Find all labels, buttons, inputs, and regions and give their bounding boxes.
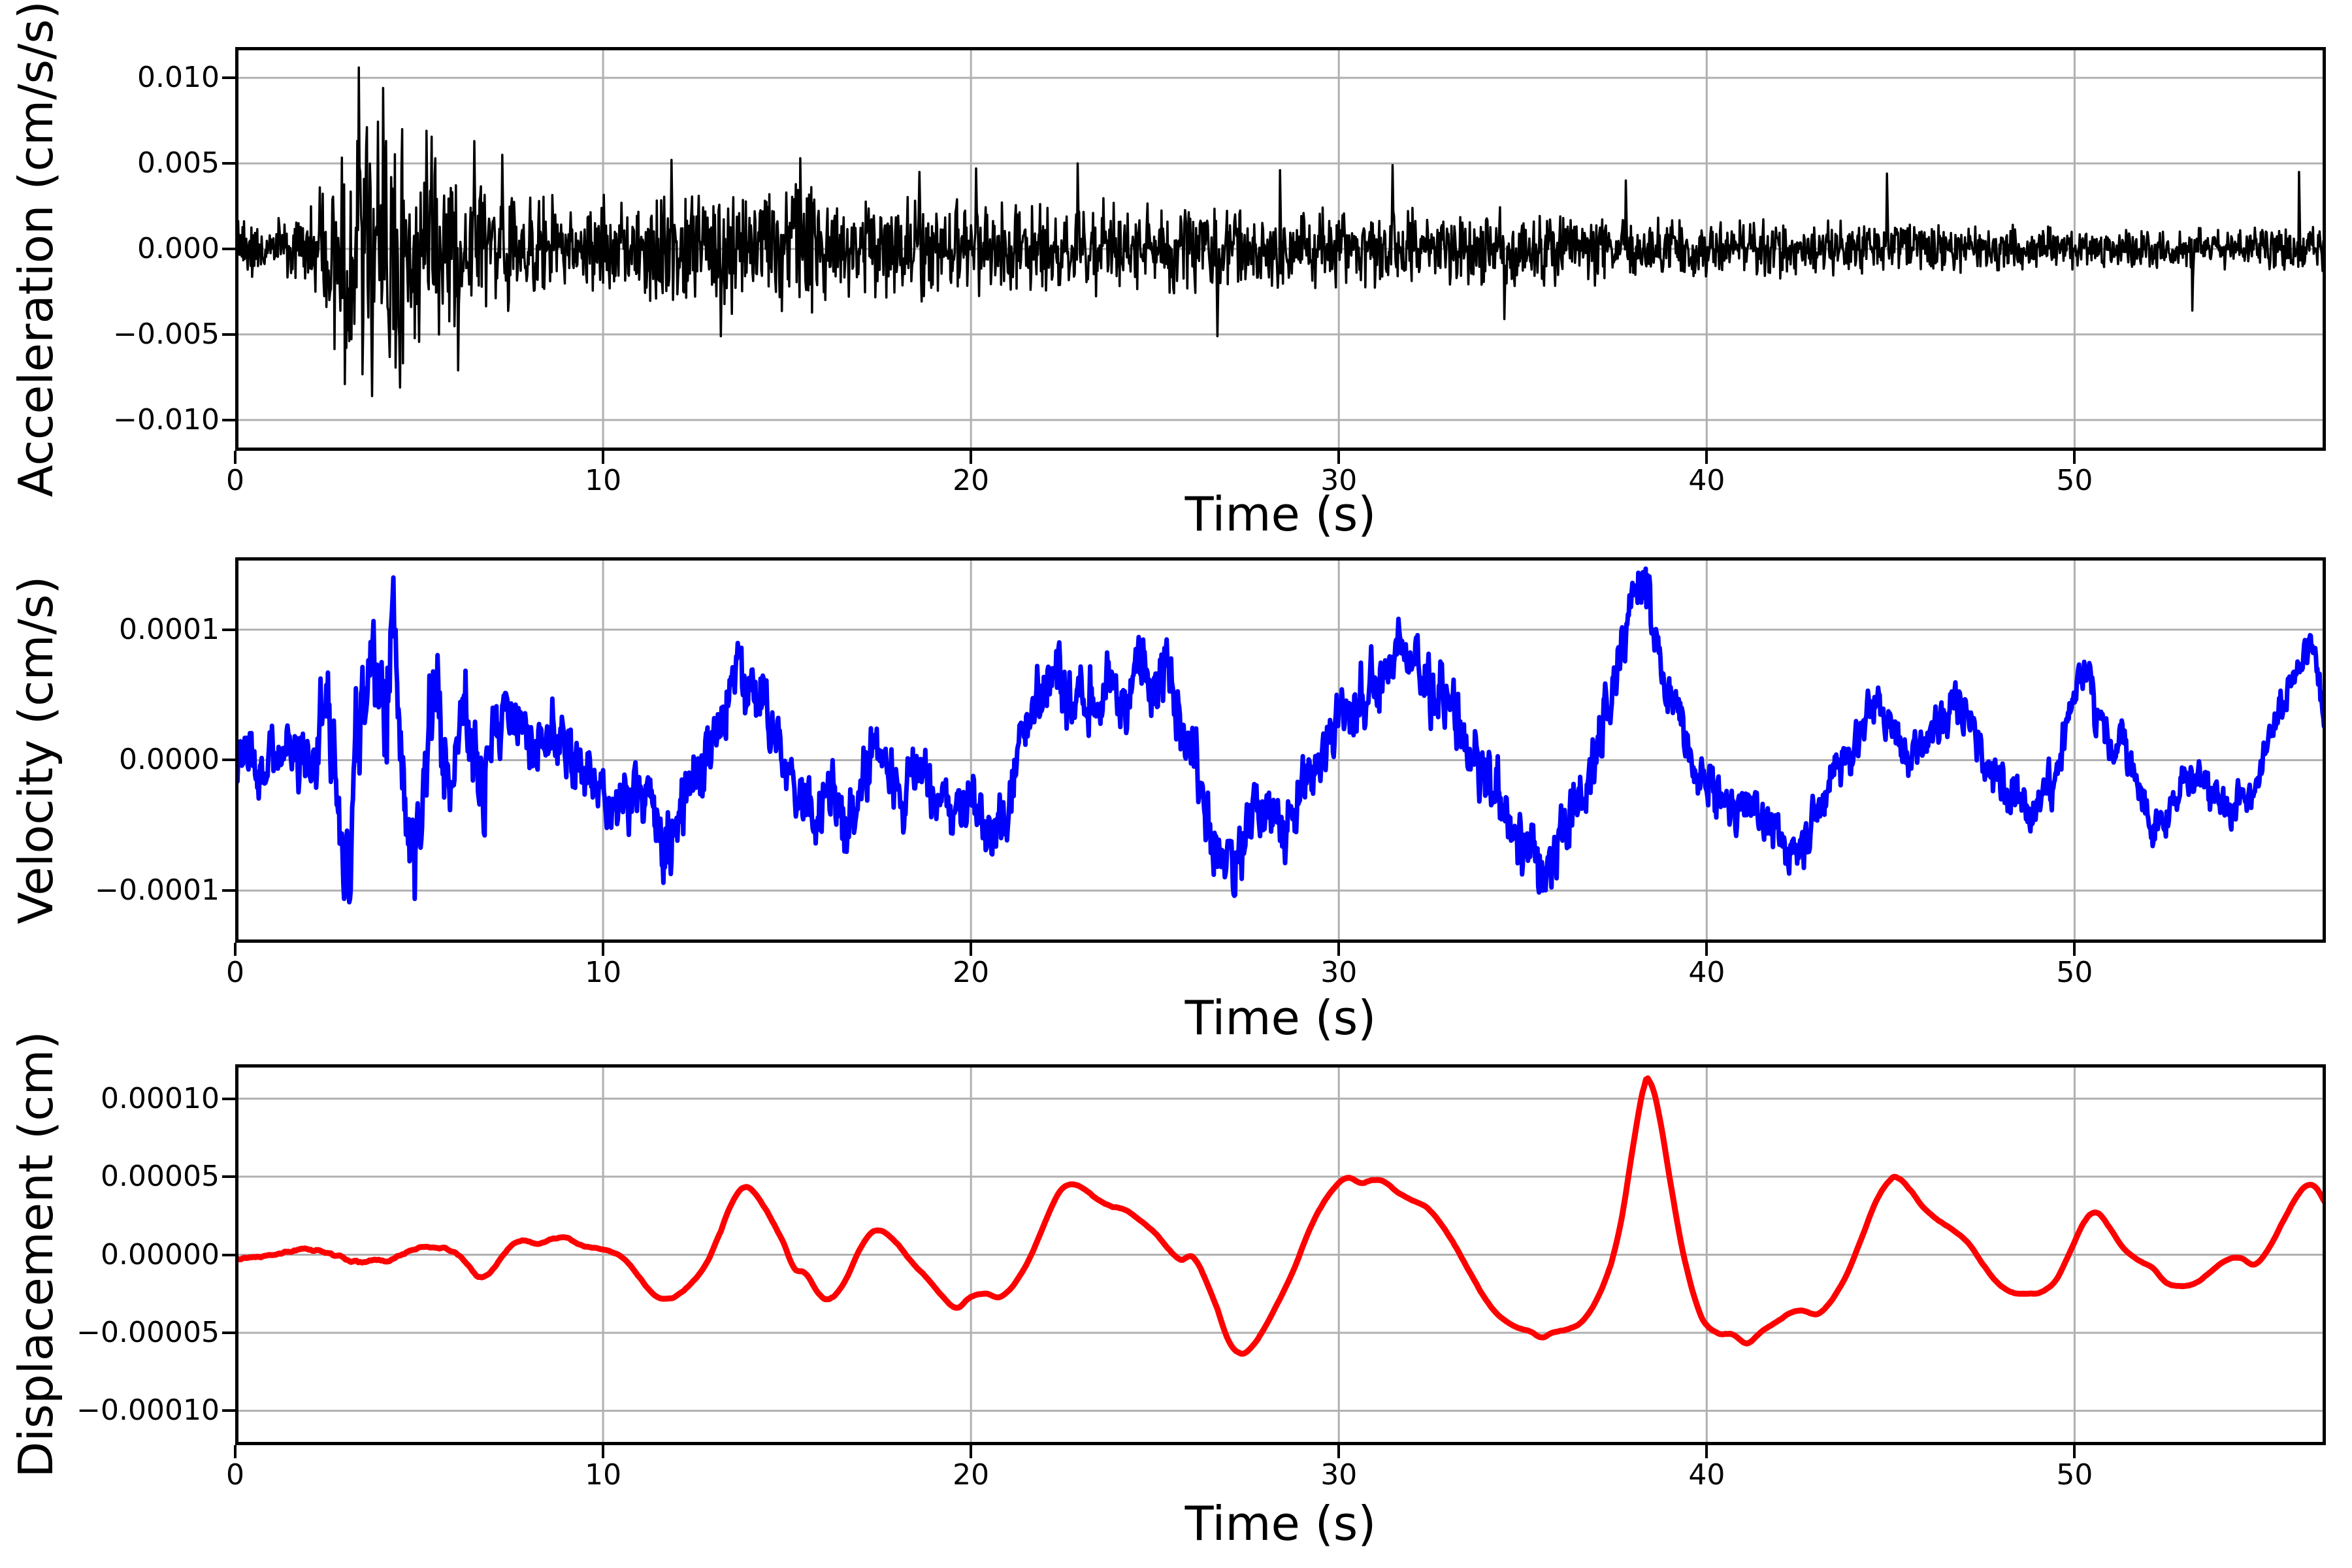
velocity-x-tick-label: 40 [1688, 956, 1725, 989]
displacement-y-tick-mark [222, 1409, 235, 1413]
acceleration-x-tick-label: 10 [585, 464, 622, 497]
acceleration-x-tick-label: 20 [953, 464, 990, 497]
velocity-y-tick-mark [222, 628, 235, 631]
displacement-axes-frame [235, 1064, 2326, 1445]
acceleration-x-tick-mark [602, 451, 605, 464]
displacement-x-tick-label: 40 [1688, 1458, 1725, 1492]
acceleration-y-tick-label: 0.000 [137, 232, 220, 265]
acceleration-y-tick-mark [222, 418, 235, 421]
velocity-x-tick-mark [602, 943, 605, 956]
velocity-y-tick-mark [222, 759, 235, 762]
displacement-y-tick-mark [222, 1253, 235, 1256]
displacement-plot-area [235, 1064, 2326, 1445]
acceleration-plot-area [235, 47, 2326, 451]
displacement-x-tick-label: 50 [2056, 1458, 2093, 1492]
acceleration-y-tick-mark [222, 248, 235, 250]
velocity-y-tick-label: 0.0001 [119, 612, 220, 646]
displacement-x-tick-label: 10 [585, 1458, 622, 1492]
displacement-x-tick-mark [1705, 1445, 1708, 1458]
acceleration-x-tick-label: 30 [1320, 464, 1358, 497]
velocity-y-tick-mark [222, 889, 235, 892]
displacement-y-tick-mark [222, 1097, 235, 1100]
velocity-x-tick-mark [1705, 943, 1708, 956]
displacement-x-tick-mark [970, 1445, 973, 1458]
acceleration-x-axis-label: Time (s) [1184, 487, 1377, 542]
velocity-axes-frame [235, 557, 2326, 943]
displacement-x-tick-mark [2073, 1445, 2076, 1458]
displacement-x-tick-label: 30 [1320, 1458, 1358, 1492]
acceleration-x-tick-label: 50 [2056, 464, 2093, 497]
velocity-x-tick-label: 20 [953, 956, 990, 989]
displacement-x-axis-label: Time (s) [1184, 1496, 1377, 1551]
velocity-y-tick-label: 0.0000 [119, 743, 220, 777]
acceleration-x-tick-label: 0 [226, 464, 244, 497]
displacement-y-axis-label: Displacement (cm) [8, 1031, 63, 1478]
acceleration-trace [235, 66, 2326, 397]
velocity-trace [235, 566, 2326, 905]
displacement-y-tick-label: −0.00010 [76, 1394, 220, 1428]
acceleration-y-tick-label: −0.005 [113, 317, 220, 351]
velocity-x-tick-label: 0 [226, 956, 244, 989]
displacement-y-tick-label: 0.00010 [101, 1081, 220, 1115]
acceleration-x-tick-mark [1705, 451, 1708, 464]
displacement-x-tick-mark [602, 1445, 605, 1458]
velocity-plot-area [235, 557, 2326, 943]
acceleration-x-tick-mark [234, 451, 237, 464]
acceleration-y-axis-label: Acceleration (cm/s/s) [8, 1, 63, 497]
velocity-x-axis-label: Time (s) [1184, 990, 1377, 1045]
velocity-x-tick-label: 50 [2056, 956, 2093, 989]
displacement-y-tick-label: 0.00000 [101, 1237, 220, 1271]
velocity-y-axis-label: Velocity (cm/s) [8, 576, 63, 924]
acceleration-x-tick-mark [2073, 451, 2076, 464]
displacement-trace [235, 1075, 2326, 1357]
acceleration-y-tick-mark [222, 76, 235, 80]
acceleration-y-tick-label: 0.010 [137, 61, 220, 95]
acceleration-axes-frame [235, 47, 2326, 451]
acceleration-x-tick-label: 40 [1688, 464, 1725, 497]
velocity-x-tick-mark [234, 943, 237, 956]
acceleration-y-tick-mark [222, 333, 235, 336]
displacement-x-tick-mark [1337, 1445, 1341, 1458]
velocity-x-tick-label: 10 [585, 956, 622, 989]
velocity-x-tick-mark [1337, 943, 1341, 956]
acceleration-y-tick-mark [222, 162, 235, 165]
displacement-y-tick-label: 0.00005 [101, 1160, 220, 1194]
displacement-x-tick-mark [234, 1445, 237, 1458]
velocity-x-tick-mark [970, 943, 973, 956]
displacement-y-tick-mark [222, 1175, 235, 1179]
acceleration-y-tick-label: −0.010 [113, 402, 220, 436]
displacement-y-tick-label: −0.00005 [76, 1315, 220, 1349]
velocity-x-tick-label: 30 [1320, 956, 1358, 989]
velocity-x-tick-mark [2073, 943, 2076, 956]
displacement-x-tick-label: 0 [226, 1458, 244, 1492]
acceleration-x-tick-mark [1337, 451, 1341, 464]
acceleration-x-tick-mark [970, 451, 973, 464]
displacement-y-tick-mark [222, 1331, 235, 1334]
velocity-y-tick-label: −0.0001 [95, 874, 220, 907]
displacement-x-tick-label: 20 [953, 1458, 990, 1492]
acceleration-y-tick-label: 0.005 [137, 146, 220, 180]
